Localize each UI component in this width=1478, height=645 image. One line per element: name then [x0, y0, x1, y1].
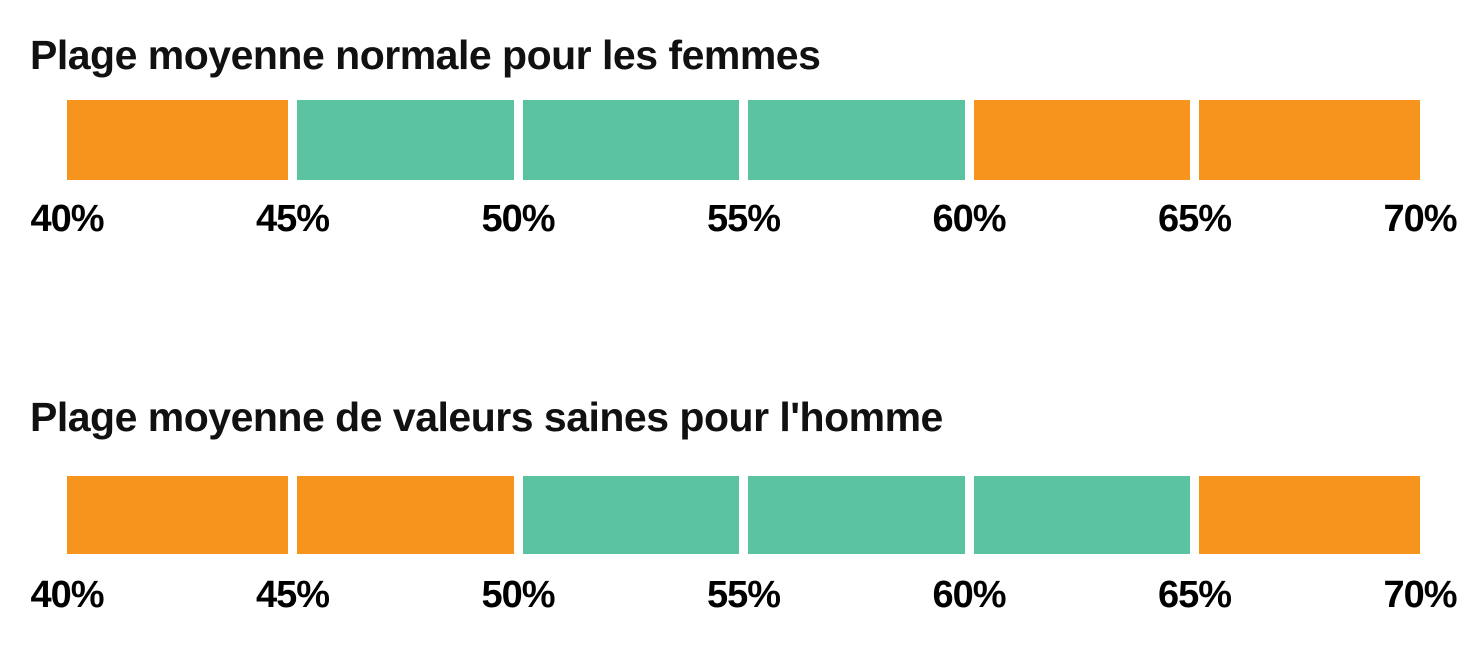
axis-tick-label: 55% — [706, 198, 781, 240]
range-segment-in-range — [748, 476, 965, 554]
axis-tick-label: 60% — [932, 198, 1006, 240]
chart-title-women: Plage moyenne normale pour les femmes — [30, 32, 821, 78]
axis-tick-label: 50% — [481, 574, 555, 616]
chart-title-men: Plage moyenne de valeurs saines pour l'h… — [30, 394, 943, 440]
range-segment-out-of-range — [67, 100, 288, 180]
range-segment-in-range — [748, 100, 965, 180]
axis-tick-label: 60% — [932, 574, 1006, 616]
axis-tick-label: 40% — [30, 198, 104, 240]
axis-tick-label: 70% — [1383, 198, 1457, 240]
range-segment-in-range — [522, 476, 739, 554]
range-segment-out-of-range — [67, 476, 288, 554]
range-segment-out-of-range — [297, 476, 514, 554]
range-segment-out-of-range — [973, 100, 1190, 180]
axis-tick-label: 50% — [481, 198, 555, 240]
axis-tick-label: 65% — [1157, 574, 1232, 616]
axis-ticks: 40% 45% 50% 55% 60% 65% 70% — [30, 574, 1457, 620]
axis-tick-label: 45% — [255, 198, 330, 240]
bar-track — [67, 476, 1420, 554]
range-segment-in-range — [522, 100, 739, 180]
axis-tick-label: 45% — [255, 574, 330, 616]
axis-tick-label: 40% — [30, 574, 104, 616]
axis-tick-label: 70% — [1383, 574, 1457, 616]
chart-men-range: Plage moyenne de valeurs saines pour l'h… — [0, 358, 1478, 620]
bar-track — [67, 100, 1420, 180]
chart-women-range: Plage moyenne normale pour les femmes 40… — [0, 0, 1478, 250]
range-segment-out-of-range — [1199, 100, 1420, 180]
range-segment-in-range — [297, 100, 514, 180]
axis-tick-label: 55% — [706, 574, 781, 616]
range-segment-in-range — [973, 476, 1190, 554]
range-segment-out-of-range — [1199, 476, 1420, 554]
axis-ticks: 40% 45% 50% 55% 60% 65% 70% — [30, 198, 1457, 244]
axis-tick-label: 65% — [1157, 198, 1232, 240]
